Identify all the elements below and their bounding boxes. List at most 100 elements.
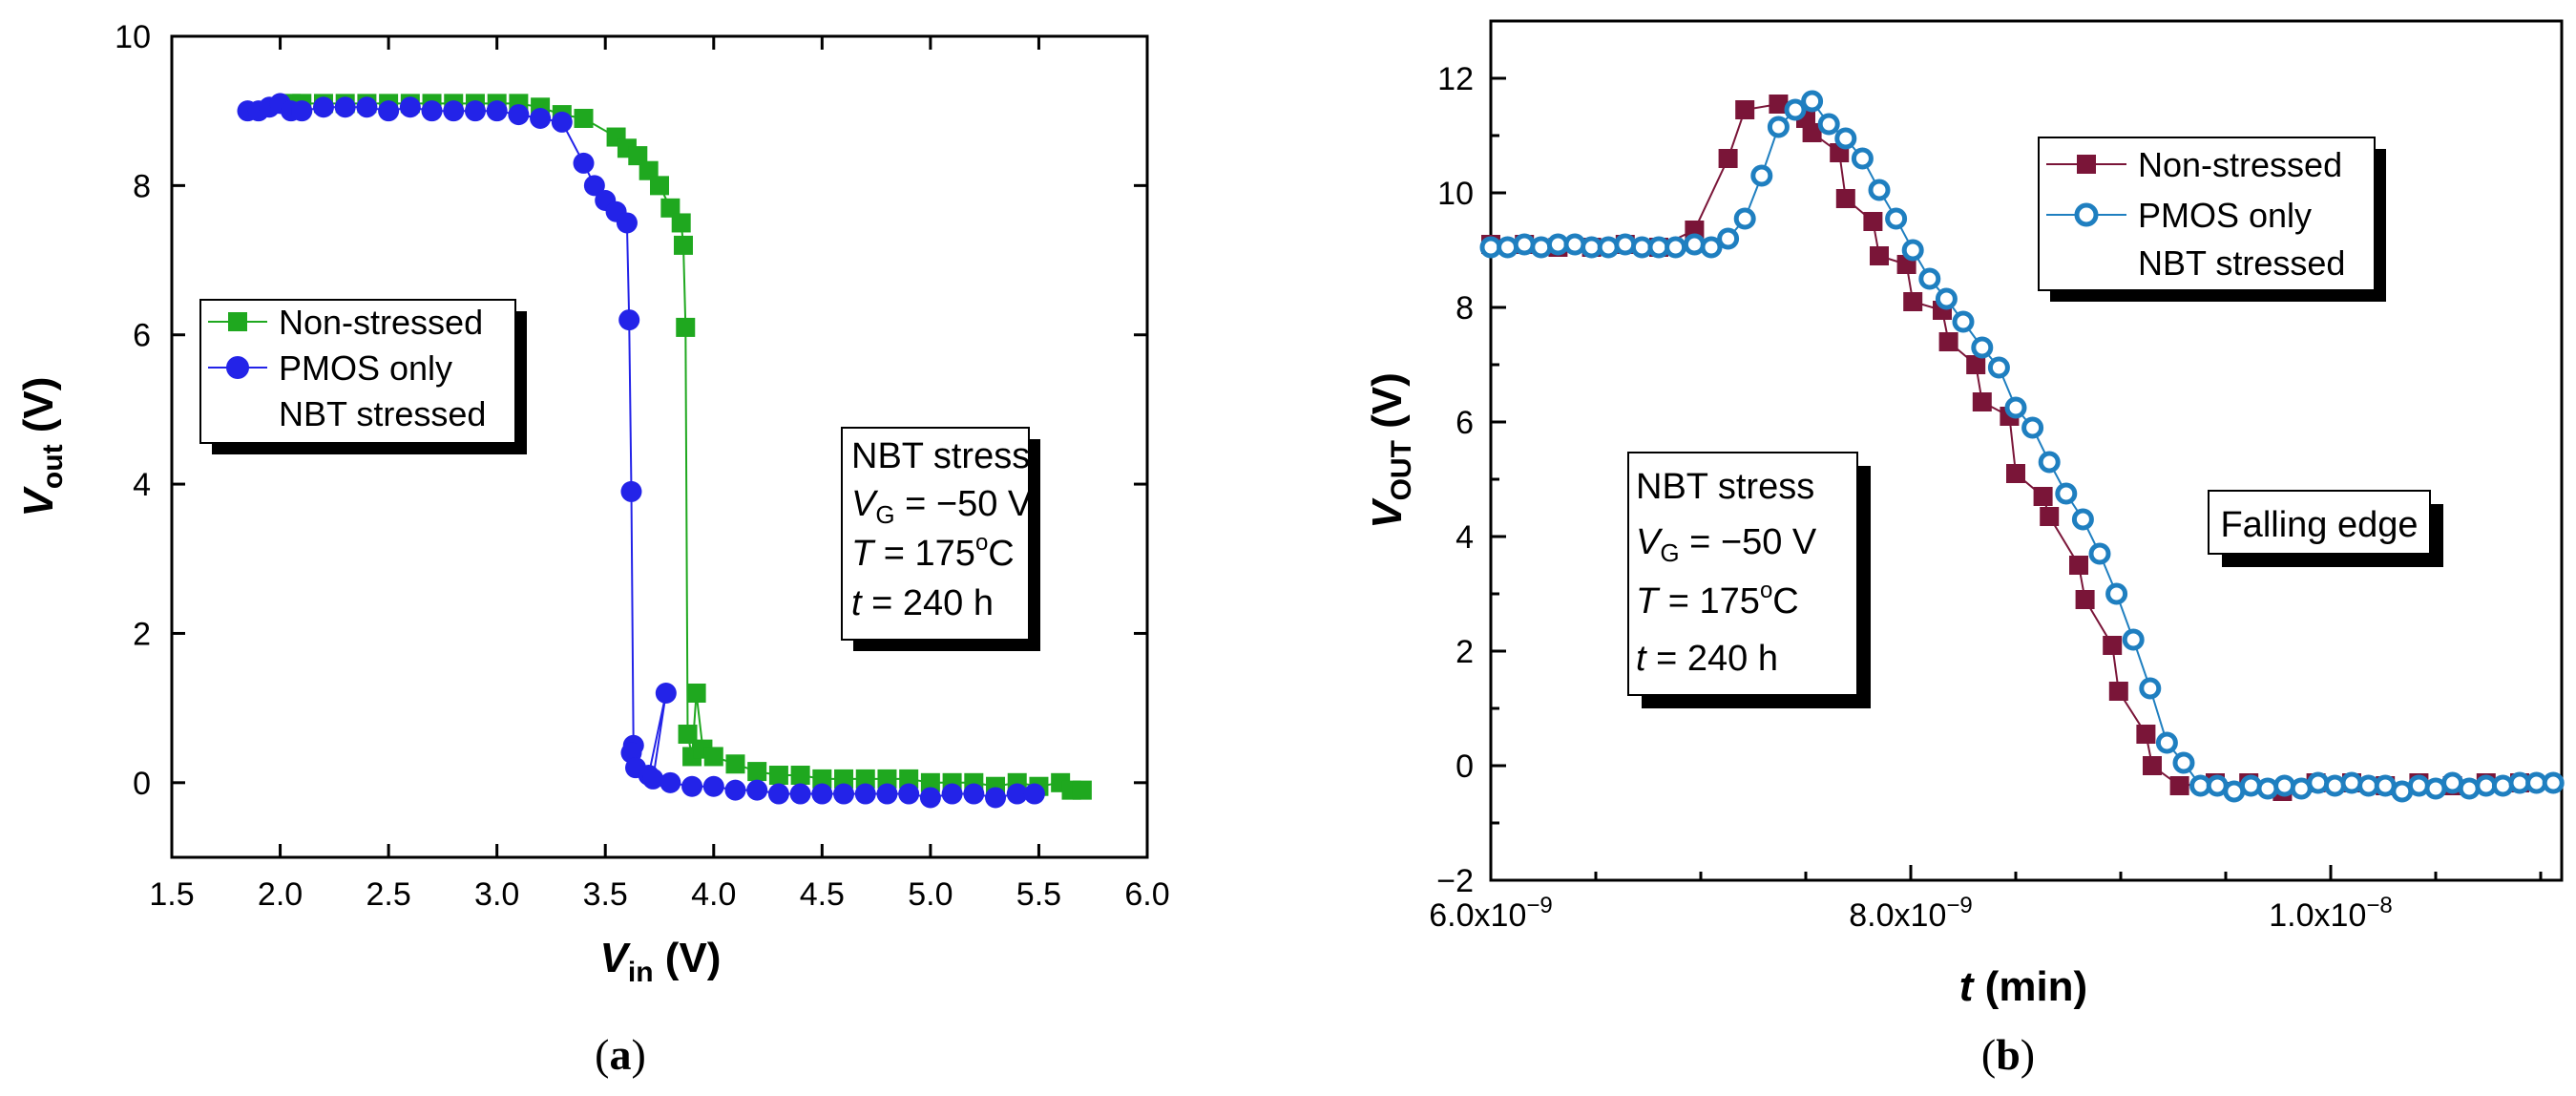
chart-b-point-pmos <box>2139 677 2162 700</box>
chart-b-point-nonstressed <box>1835 189 1855 208</box>
chart-a-point-nonstressed <box>747 762 767 782</box>
chart-a-ticks: 1.5 2.0 2.5 3.0 3.5 4.0 4.5 5.0 5.5 6.0 0 2 4 6 8 10 <box>115 19 1169 913</box>
chart-b-legend-marker-nonstressed <box>2077 155 2096 174</box>
chart-b-point-pmos <box>1952 310 1975 333</box>
chart-b-ytick-label: 10 <box>1437 176 1474 212</box>
chart-a-point-pmos <box>421 100 443 122</box>
chart-a-ytick-label: 4 <box>133 467 151 503</box>
chart-b-annotation-box <box>1627 452 1858 696</box>
chart-a-point-pmos <box>334 96 356 118</box>
chart-a-point-pmos <box>618 309 640 331</box>
chart-b-falling-edge-label: Falling edge <box>2208 490 2443 567</box>
chart-a-annotation-line1: NBT stress <box>851 436 1030 476</box>
chart-a-point-nonstressed <box>574 109 594 128</box>
chart-a-point-nonstressed <box>676 317 696 337</box>
chart-a-legend-label-pmos: PMOS only <box>279 348 452 388</box>
chart-a-point-pmos <box>583 175 605 197</box>
chart-a-point-pmos <box>898 783 920 805</box>
chart-a-point-pmos <box>789 783 811 805</box>
chart-b-point-pmos <box>2071 508 2094 531</box>
chart-b-point-nonstressed <box>2169 776 2189 795</box>
chart-b-xtick-label: 8.0x10−9 <box>1849 893 1972 934</box>
chart-a-plot-area <box>170 34 1149 859</box>
chart-a-point-pmos <box>985 787 1007 809</box>
chart-b-point-pmos <box>1868 179 1891 201</box>
chart-a-point-nonstressed <box>673 235 693 255</box>
chart-b-point-nonstressed <box>1735 100 1755 119</box>
chart-b-point-pmos <box>2055 482 2078 505</box>
chart-b-point-pmos <box>1851 147 1874 170</box>
chart-b-point-nonstressed <box>1966 355 1986 374</box>
chart-a-point-nonstressed <box>855 769 875 789</box>
chart-b-point-pmos <box>1717 227 1740 250</box>
chart-a-point-nonstressed <box>834 769 854 789</box>
chart-a-point-pmos <box>1006 783 1028 805</box>
chart-b-point-pmos <box>1801 90 1824 113</box>
chart-a-point-nonstressed <box>920 772 940 792</box>
chart-b-ytick-label: 0 <box>1456 748 1474 785</box>
chart-a-ytick-label: 6 <box>133 318 151 354</box>
chart-a-point-nonstressed <box>639 160 659 180</box>
chart-b-point-pmos <box>1918 267 1941 290</box>
chart-a-point-nonstressed <box>671 213 691 233</box>
chart-b-legend: Non-stressed PMOS only NBT stressed <box>2038 137 2386 302</box>
chart-b-point-pmos <box>2239 774 2262 797</box>
chart-a-xtick-label: 6.0 <box>1124 876 1169 913</box>
chart-b-point-pmos <box>1750 164 1773 187</box>
chart-a-annotation-line4: t = 240 h <box>851 583 994 623</box>
chart-a-point-pmos <box>508 104 530 126</box>
chart-a-point-nonstressed <box>725 754 745 774</box>
chart-a-point-nonstressed <box>790 766 810 785</box>
chart-a-legend-label-nbt: NBT stressed <box>279 394 486 433</box>
chart-a-point-pmos <box>833 783 855 805</box>
chart-a-point-nonstressed <box>650 176 669 196</box>
panel-label-a: (a) <box>595 1030 646 1079</box>
chart-a-ytick-label: 2 <box>133 616 151 652</box>
chart-a-point-pmos <box>681 775 703 797</box>
chart-a-point-nonstressed <box>660 198 681 218</box>
chart-a-xtick-label: 4.0 <box>691 876 736 913</box>
chart-a-point-pmos <box>655 683 677 704</box>
chart-a-point-nonstressed <box>768 766 788 785</box>
chart-a-point-pmos <box>724 779 746 801</box>
chart-b-point-pmos <box>2542 771 2565 794</box>
chart-b-point-pmos <box>2088 542 2111 565</box>
chart-a-point-pmos <box>356 96 378 118</box>
chart-a-legend-marker-nonstressed <box>228 312 247 331</box>
chart-b-point-nonstressed <box>1802 123 1822 142</box>
chart-a-point-pmos <box>378 100 400 122</box>
chart-b-point-pmos <box>1530 236 1553 259</box>
chart-a-legend-label-nonstressed: Non-stressed <box>279 303 483 342</box>
chart-b-point-pmos <box>1614 233 1637 256</box>
chart-a-point-pmos <box>530 108 552 129</box>
chart-b-point-pmos <box>2407 774 2430 797</box>
chart-b-point-pmos <box>1683 233 1706 256</box>
chart-a-point-pmos <box>464 100 486 122</box>
chart-b-point-pmos <box>2307 771 2330 794</box>
chart-b-ytick-label: 12 <box>1437 61 1474 97</box>
chart-b-ticks: 6.0x10−9 8.0x10−9 1.0x10−8 −2 0 2 4 6 8 10 12 <box>1429 61 2543 934</box>
chart-b-point-nonstressed <box>1718 149 1738 168</box>
chart-b-point-pmos <box>2256 777 2279 800</box>
chart-a-point-nonstressed <box>686 684 706 703</box>
chart-a-xlabel: Vin (V) <box>600 935 722 988</box>
chart-a-point-pmos <box>399 96 421 118</box>
chart-b-point-pmos <box>2122 628 2145 651</box>
chart-b-point-pmos <box>2172 751 2195 774</box>
chart-a-point-pmos <box>811 783 833 805</box>
chart-a-xtick-label: 5.5 <box>1016 876 1061 913</box>
chart-a-xtick-label: 3.5 <box>583 876 628 913</box>
chart-a-point-pmos <box>312 96 334 118</box>
chart-b-point-pmos <box>2021 416 2044 439</box>
chart-a-point-pmos <box>486 100 508 122</box>
chart-b-ytick-label: −2 <box>1436 863 1474 899</box>
chart-b-point-pmos <box>1987 356 2010 379</box>
chart-a-legend-marker-pmos <box>226 356 249 379</box>
chart-b-legend-label-nonstressed: Non-stressed <box>2138 145 2342 184</box>
chart-a-point-pmos <box>1023 783 1045 805</box>
chart-a-xtick-label: 5.0 <box>908 876 953 913</box>
chart-a-annotation: NBT stress VG = −50 V T = 175oC t = 240 … <box>841 427 1040 651</box>
chart-a-point-pmos <box>963 783 985 805</box>
chart-b-point-nonstressed <box>1972 392 1992 411</box>
chart-b-point-nonstressed <box>1870 246 1889 265</box>
